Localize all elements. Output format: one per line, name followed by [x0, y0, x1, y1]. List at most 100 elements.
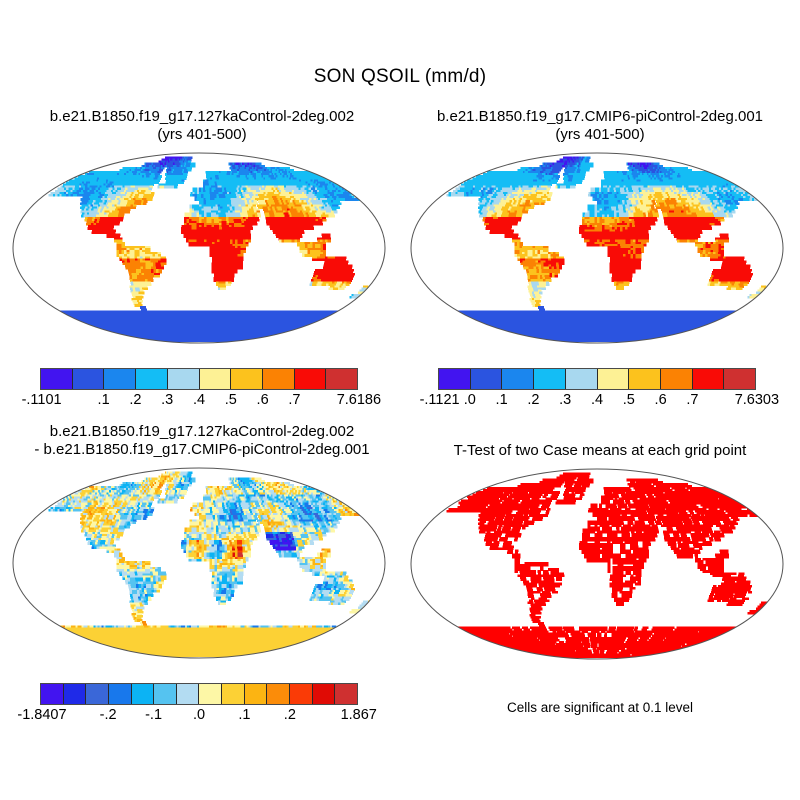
map-outline-case1 — [12, 152, 386, 344]
colorbar-tick-label: .1 — [238, 707, 250, 723]
colorbar-tick-label: 7.6186 — [337, 392, 381, 408]
robinson-map-case1-svg — [12, 152, 386, 344]
colorbar-case2-labels: -.1121.0 .1 .2 .3 .4 .5 .6 .7 7.6303 — [420, 392, 779, 412]
colorbar-cell — [108, 684, 132, 704]
map-bottom-left[interactable] — [4, 463, 400, 673]
significance-note: Cells are significant at 0.1 level — [402, 700, 798, 715]
panel-top-right-title-line1: b.e21.B1850.f19_g17.CMIP6-piControl-2deg… — [402, 108, 798, 126]
panel-bottom-right: T-Test of two Case means at each grid po… — [402, 423, 798, 674]
colorbar-tick-label: .0 — [193, 707, 205, 723]
colorbar-cell — [262, 369, 295, 389]
colorbar-cell — [629, 369, 661, 389]
colorbar-cell — [41, 369, 73, 389]
panel-top-left-title-line2: (yrs 401-500) — [4, 126, 400, 144]
robinson-map-difference-svg — [12, 467, 386, 659]
grid-cells — [48, 471, 373, 658]
colorbar-tick-label: .7 — [686, 392, 698, 408]
colorbar-difference-labels: -1.8407 -.2 -.1 .0 .1 .2 1.867 — [17, 707, 377, 727]
colorbar-tick-label: -.1 — [145, 707, 162, 723]
map-outline-ttest — [410, 468, 784, 660]
colorbar-cell — [470, 369, 503, 389]
colorbar-cell — [312, 684, 336, 704]
figure-main-title: SON QSOIL (mm/d) — [0, 66, 800, 88]
colorbar-cell — [660, 369, 693, 389]
colorbar-tick-label: .4 — [193, 392, 205, 408]
map-data-layer-ttest — [446, 472, 771, 659]
colorbar-cell — [597, 369, 630, 389]
colorbar-tick-label: 1.867 — [341, 707, 377, 723]
panel-top-right: b.e21.B1850.f19_g17.CMIP6-piControl-2deg… — [402, 108, 798, 412]
map-top-right[interactable] — [402, 148, 798, 358]
colorbar-difference[interactable]: -1.8407 -.2 -.1 .0 .1 .2 1.867 — [17, 683, 377, 727]
colorbar-cell — [41, 684, 64, 704]
colorbar-cell — [724, 369, 756, 389]
colorbar-cell — [692, 369, 725, 389]
colorbar-tick-label: .4 — [591, 392, 603, 408]
colorbar-tick-label: .6 — [257, 392, 269, 408]
colorbar-cell — [335, 684, 357, 704]
colorbar-cell — [104, 369, 137, 389]
robinson-map-ttest-svg — [410, 468, 784, 660]
colorbar-cell — [136, 369, 168, 389]
colorbar-tick-label: -.1121 — [420, 392, 460, 408]
colorbar-cell — [244, 684, 268, 704]
colorbar-cell — [86, 684, 109, 704]
colorbar-cell — [131, 684, 155, 704]
colorbar-cell — [534, 369, 566, 389]
colorbar-cell — [199, 684, 223, 704]
panel-bottom-left: b.e21.B1850.f19_g17.127kaControl-2deg.00… — [4, 423, 400, 727]
panel-top-left-title: b.e21.B1850.f19_g17.127kaControl-2deg.00… — [4, 108, 400, 144]
colorbar-cell — [502, 369, 535, 389]
colorbar-cell — [267, 684, 291, 704]
colorbar-tick-label: .3 — [161, 392, 173, 408]
map-outline-difference — [12, 467, 386, 659]
map-outline-case2 — [410, 152, 784, 344]
colorbar-tick-label: .2 — [527, 392, 539, 408]
colorbar-cell — [565, 369, 598, 389]
colorbar-cell — [167, 369, 200, 389]
colorbar-tick-label: .3 — [559, 392, 571, 408]
colorbar-case2[interactable]: -.1121.0 .1 .2 .3 .4 .5 .6 .7 7.6303 — [420, 368, 779, 412]
colorbar-cell — [154, 684, 177, 704]
colorbar-cell — [176, 684, 200, 704]
map-data-layer-case1 — [48, 156, 373, 343]
colorbar-cell — [326, 369, 358, 389]
colorbar-difference-strip — [40, 683, 358, 705]
colorbar-tick-label: -.1101 — [22, 392, 62, 408]
colorbar-tick-label: .1 — [98, 392, 110, 408]
grid-cells — [446, 156, 771, 343]
colorbar-cell — [439, 369, 471, 389]
colorbar-tick-label: .0 — [464, 392, 476, 408]
panel-bottom-left-title-line2: - b.e21.B1850.f19_g17.CMIP6-piControl-2d… — [4, 441, 400, 459]
panel-top-left: b.e21.B1850.f19_g17.127kaControl-2deg.00… — [4, 108, 400, 412]
colorbar-tick-label: .5 — [623, 392, 635, 408]
colorbar-tick-label: .5 — [225, 392, 237, 408]
panel-top-left-title-line1: b.e21.B1850.f19_g17.127kaControl-2deg.00… — [4, 108, 400, 126]
panel-top-right-title: b.e21.B1850.f19_g17.CMIP6-piControl-2deg… — [402, 108, 798, 144]
colorbar-tick-label: .2 — [129, 392, 141, 408]
panel-bottom-left-title: b.e21.B1850.f19_g17.127kaControl-2deg.00… — [4, 423, 400, 459]
colorbar-cell — [294, 369, 327, 389]
colorbar-cell — [72, 369, 105, 389]
colorbar-cell — [231, 369, 263, 389]
map-data-layer-difference — [48, 471, 373, 658]
colorbar-tick-label: .6 — [655, 392, 667, 408]
grid-cells — [48, 156, 373, 343]
panel-top-right-title-line2: (yrs 401-500) — [402, 126, 798, 144]
colorbar-case1[interactable]: -.1101 .1 .2 .3 .4 .5 .6 .7 7.6186 — [22, 368, 381, 412]
colorbar-tick-label: .2 — [284, 707, 296, 723]
colorbar-cell — [63, 684, 87, 704]
map-bottom-right[interactable] — [402, 464, 798, 674]
colorbar-cell — [290, 684, 313, 704]
colorbar-case1-strip — [40, 368, 358, 390]
colorbar-case2-strip — [438, 368, 756, 390]
panel-bottom-right-title-line1: T-Test of two Case means at each grid po… — [402, 442, 798, 460]
colorbar-cell — [222, 684, 245, 704]
colorbar-tick-label: -1.8407 — [17, 707, 66, 723]
panel-bottom-right-title: T-Test of two Case means at each grid po… — [402, 423, 798, 460]
colorbar-tick-label: -.2 — [100, 707, 117, 723]
panel-bottom-left-title-line1: b.e21.B1850.f19_g17.127kaControl-2deg.00… — [4, 423, 400, 441]
map-data-layer-case2 — [446, 156, 771, 343]
map-top-left[interactable] — [4, 148, 400, 358]
grid-cells — [446, 472, 771, 659]
